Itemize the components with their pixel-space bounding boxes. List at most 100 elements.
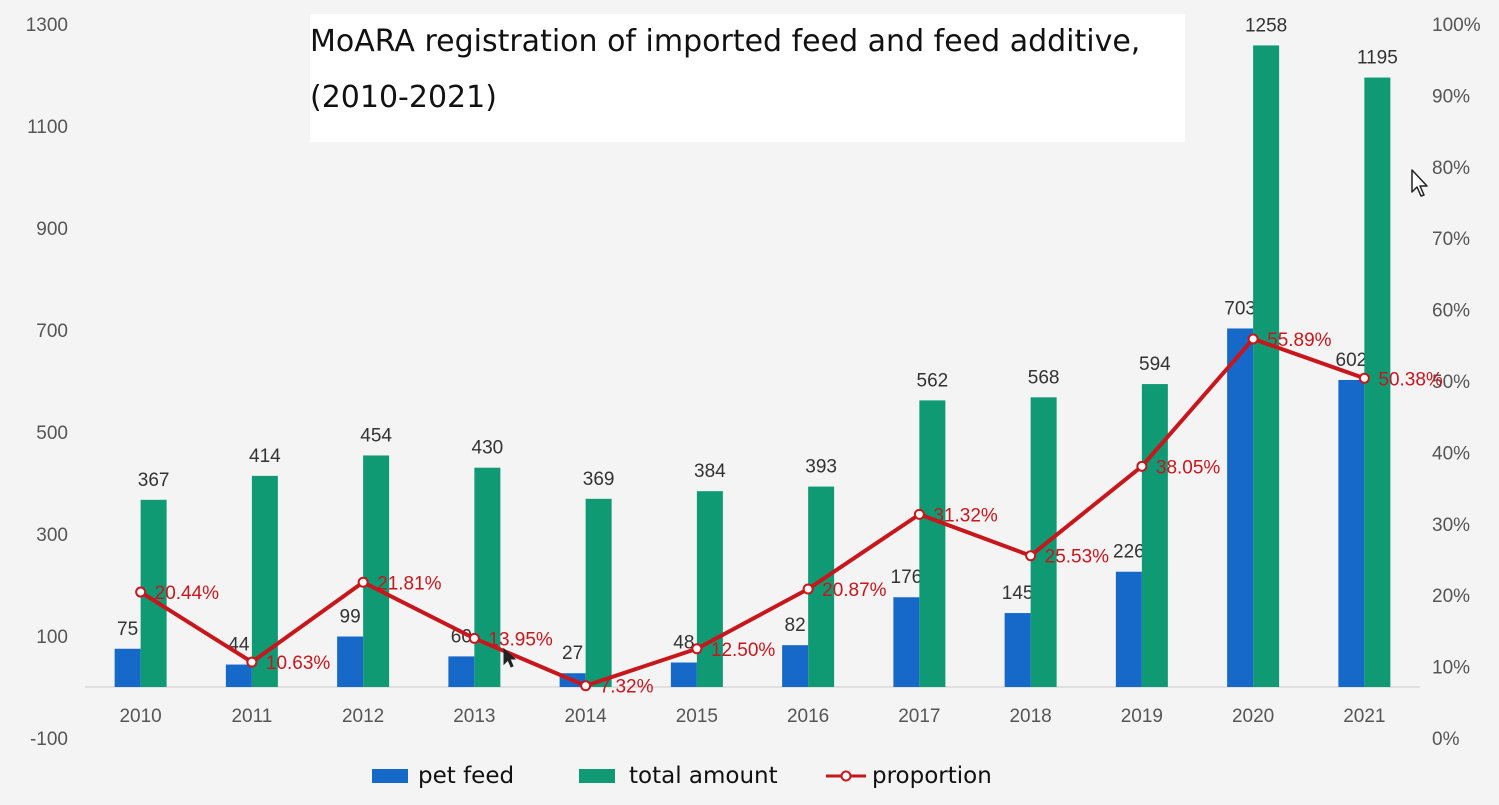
data-label-pet-feed: 602 bbox=[1336, 350, 1368, 371]
point-proportion bbox=[468, 632, 480, 644]
x-tick-label: 2010 bbox=[119, 706, 161, 727]
x-tick-label: 2017 bbox=[898, 706, 940, 727]
y-left-tick-label: 500 bbox=[36, 423, 68, 444]
x-tick-label: 2015 bbox=[676, 706, 718, 727]
data-label-total-amount: 1195 bbox=[1357, 48, 1398, 69]
bar-total-amount bbox=[474, 467, 501, 687]
y-right-tick-label: 20% bbox=[1432, 586, 1470, 607]
x-tick-label: 2018 bbox=[1009, 706, 1051, 727]
y-left-tick-label: 1300 bbox=[26, 15, 68, 36]
y-right-tick-label: 70% bbox=[1432, 229, 1470, 250]
bar-total-amount bbox=[585, 498, 612, 687]
x-tick-label: 2016 bbox=[787, 706, 829, 727]
y-left-tick-label: 900 bbox=[36, 219, 68, 240]
x-tick-label: 2013 bbox=[453, 706, 495, 727]
y-right-tick-label: 10% bbox=[1432, 658, 1470, 679]
bar-total-amount bbox=[1030, 397, 1057, 687]
x-tick-label: 2019 bbox=[1121, 706, 1163, 727]
x-tick-label: 2011 bbox=[231, 706, 272, 727]
mouse-pointer-icon bbox=[1411, 169, 1428, 197]
point-proportion bbox=[1358, 372, 1370, 384]
bar-pet-feed bbox=[225, 664, 252, 687]
y-left-tick-label: 100 bbox=[36, 627, 68, 648]
data-label-total-amount: 568 bbox=[1028, 367, 1060, 388]
data-label-proportion: 13.95% bbox=[488, 629, 553, 650]
legend-label-pet-feed: pet feed bbox=[418, 763, 515, 789]
data-label-pet-feed: 27 bbox=[562, 643, 583, 664]
y-right-tick-label: 90% bbox=[1432, 86, 1470, 107]
bar-pet-feed bbox=[1004, 613, 1031, 687]
legend-label-total-amount: total amount bbox=[629, 763, 778, 789]
data-label-total-amount: 393 bbox=[805, 457, 837, 478]
point-proportion bbox=[135, 586, 147, 598]
data-label-pet-feed: 145 bbox=[1002, 583, 1034, 604]
data-label-proportion: 12.50% bbox=[711, 640, 776, 661]
point-proportion bbox=[1025, 550, 1037, 562]
point-proportion bbox=[691, 643, 703, 655]
bar-total-amount bbox=[919, 400, 946, 687]
point-proportion bbox=[246, 656, 258, 668]
bar-total-amount bbox=[696, 491, 723, 687]
data-label-proportion: 21.81% bbox=[377, 573, 442, 594]
y-right-tick-label: 100% bbox=[1432, 15, 1481, 36]
x-tick-label: 2012 bbox=[342, 706, 384, 727]
data-label-pet-feed: 60 bbox=[451, 626, 472, 647]
data-label-proportion: 10.63% bbox=[266, 653, 331, 674]
legend-swatch-pet-feed bbox=[372, 769, 408, 783]
point-proportion bbox=[580, 680, 592, 692]
y-left-tick-label: 700 bbox=[36, 321, 68, 342]
bar-pet-feed bbox=[670, 662, 697, 687]
data-label-pet-feed: 75 bbox=[117, 619, 138, 640]
data-label-total-amount: 384 bbox=[694, 461, 726, 482]
y-right-tick-label: 40% bbox=[1432, 443, 1470, 464]
y-right-tick-label: 0% bbox=[1432, 729, 1460, 750]
bar-pet-feed bbox=[782, 645, 809, 687]
data-label-total-amount: 1258 bbox=[1245, 15, 1287, 36]
chart-title: MoARA registration of imported feed and … bbox=[310, 24, 1141, 59]
bar-pet-feed bbox=[337, 636, 364, 687]
x-tick-label: 2014 bbox=[564, 706, 607, 727]
data-label-pet-feed: 703 bbox=[1224, 298, 1256, 319]
data-label-total-amount: 367 bbox=[138, 470, 170, 491]
bar-pet-feed bbox=[1115, 571, 1142, 687]
data-label-total-amount: 414 bbox=[249, 446, 281, 467]
legend-label-proportion: proportion bbox=[872, 763, 992, 789]
data-label-proportion: 20.87% bbox=[822, 580, 887, 601]
data-label-proportion: 55.89% bbox=[1267, 330, 1332, 351]
data-label-proportion: 7.32% bbox=[600, 677, 654, 698]
legend-item-pet-feed[interactable]: pet feed bbox=[372, 758, 514, 794]
bar-total-amount bbox=[1141, 384, 1168, 687]
data-label-pet-feed: 82 bbox=[785, 615, 806, 636]
point-proportion bbox=[802, 583, 814, 595]
y-left-tick-label: 300 bbox=[36, 525, 68, 546]
data-label-proportion: 50.38% bbox=[1378, 369, 1443, 390]
mouse-pointer-small-icon bbox=[503, 648, 517, 668]
point-proportion bbox=[913, 508, 925, 520]
data-label-total-amount: 369 bbox=[583, 469, 615, 490]
bar-pet-feed bbox=[114, 648, 141, 687]
data-label-proportion: 20.44% bbox=[155, 583, 220, 604]
legend-item-total-amount[interactable]: total amount bbox=[579, 758, 778, 794]
point-proportion bbox=[1136, 460, 1148, 472]
bar-pet-feed bbox=[893, 597, 920, 687]
bar-pet-feed bbox=[1338, 379, 1365, 687]
legend-item-proportion[interactable]: proportion bbox=[826, 758, 992, 794]
chart-title-box bbox=[310, 14, 1185, 142]
bar-total-amount bbox=[363, 455, 390, 687]
chart-subtitle: (2010-2021) bbox=[310, 80, 497, 115]
bar-total-amount bbox=[1253, 45, 1280, 688]
data-label-pet-feed: 99 bbox=[340, 607, 361, 628]
data-label-pet-feed: 48 bbox=[673, 633, 694, 654]
data-label-proportion: 25.53% bbox=[1045, 547, 1110, 568]
y-right-tick-label: 60% bbox=[1432, 301, 1470, 322]
y-right-tick-label: 50% bbox=[1432, 372, 1470, 393]
bar-total-amount bbox=[1364, 77, 1391, 688]
legend-line-marker-icon bbox=[826, 770, 866, 782]
data-label-proportion: 31.32% bbox=[933, 505, 998, 526]
bar-pet-feed bbox=[448, 656, 475, 687]
x-tick-label: 2021 bbox=[1343, 706, 1385, 727]
data-label-pet-feed: 176 bbox=[891, 567, 923, 588]
data-label-proportion: 38.05% bbox=[1156, 457, 1221, 478]
